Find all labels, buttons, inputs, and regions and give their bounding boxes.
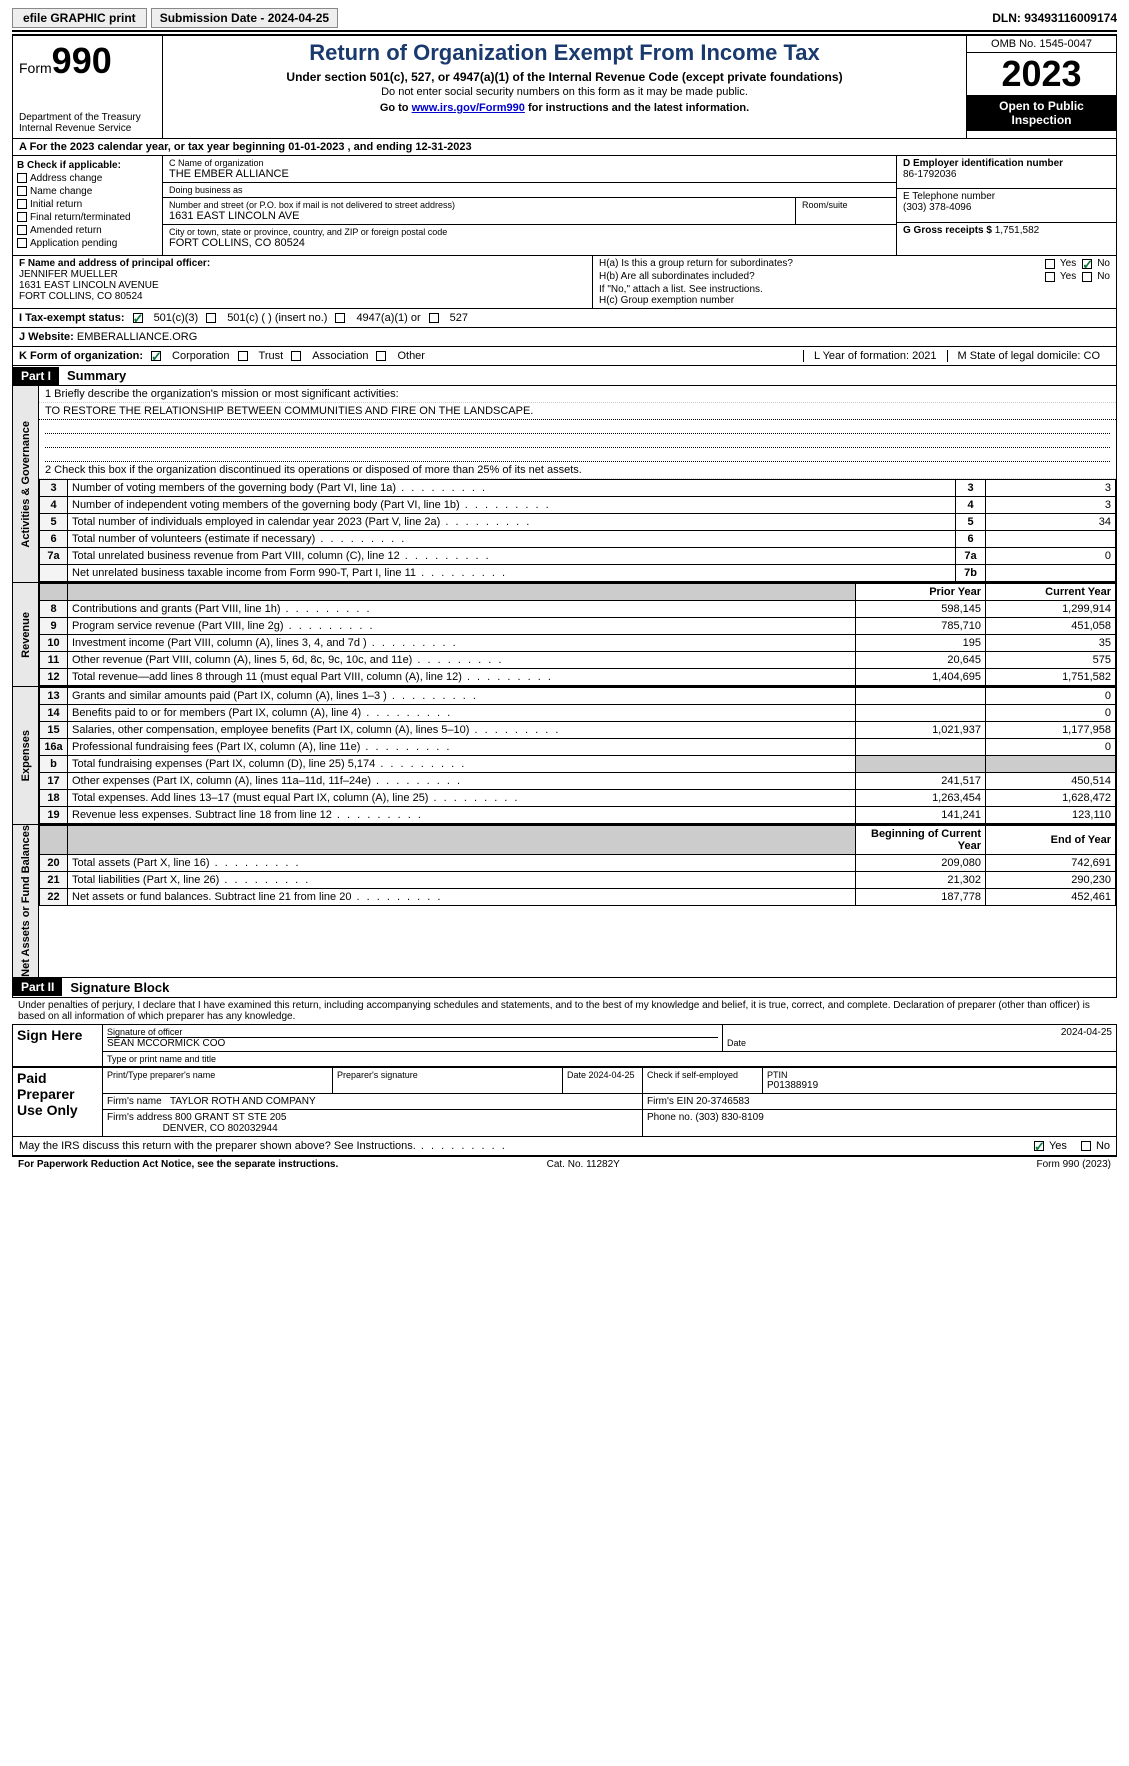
form-header: Form990 Department of the Treasury Inter… bbox=[12, 34, 1117, 139]
chk-app-pending[interactable] bbox=[17, 238, 27, 248]
section-i: I Tax-exempt status: 501(c)(3) 501(c) ( … bbox=[12, 309, 1117, 328]
chk-501c[interactable] bbox=[206, 313, 216, 323]
table-row: 4Number of independent voting members of… bbox=[40, 497, 1116, 514]
table-row: 20Total assets (Part X, line 16)209,0807… bbox=[40, 855, 1116, 872]
chk-ha-yes[interactable] bbox=[1045, 259, 1055, 269]
section-h: H(a) Is this a group return for subordin… bbox=[593, 256, 1116, 308]
tax-year: 2023 bbox=[967, 53, 1116, 95]
table-row: 10Investment income (Part VIII, column (… bbox=[40, 635, 1116, 652]
table-row: 15Salaries, other compensation, employee… bbox=[40, 722, 1116, 739]
ssn-note: Do not enter social security numbers on … bbox=[171, 86, 958, 98]
table-row: 17Other expenses (Part IX, column (A), l… bbox=[40, 773, 1116, 790]
paid-preparer-block: Paid Preparer Use Only Print/Type prepar… bbox=[12, 1067, 1117, 1137]
firm-ein: 20-3746583 bbox=[696, 1096, 749, 1107]
table-row: 5Total number of individuals employed in… bbox=[40, 514, 1116, 531]
efile-print-button[interactable]: efile GRAPHIC print bbox=[12, 8, 147, 28]
chk-ha-no[interactable] bbox=[1082, 259, 1092, 269]
firm-phone: (303) 830-8109 bbox=[695, 1112, 763, 1123]
open-inspection: Open to Public Inspection bbox=[967, 95, 1116, 131]
city-state-zip: FORT COLLINS, CO 80524 bbox=[169, 237, 890, 249]
chk-name-change[interactable] bbox=[17, 186, 27, 196]
state-domicile: M State of legal domicile: CO bbox=[947, 350, 1110, 362]
submission-date: Submission Date - 2024-04-25 bbox=[151, 8, 338, 28]
table-row: 12Total revenue—add lines 8 through 11 (… bbox=[40, 669, 1116, 686]
chk-hb-yes[interactable] bbox=[1045, 272, 1055, 282]
topbar: efile GRAPHIC print Submission Date - 20… bbox=[12, 8, 1117, 32]
firm-name: TAYLOR ROTH AND COMPANY bbox=[170, 1096, 316, 1107]
firm-address: 800 GRANT ST STE 205 bbox=[175, 1112, 286, 1123]
page-footer: For Paperwork Reduction Act Notice, see … bbox=[12, 1156, 1117, 1172]
officer-signature: SEAN MCCORMICK COO bbox=[107, 1038, 718, 1049]
discuss-question: May the IRS discuss this return with the… bbox=[19, 1140, 507, 1152]
table-row: 6Total number of volunteers (estimate if… bbox=[40, 531, 1116, 548]
form-number: Form990 bbox=[19, 40, 156, 82]
year-formation: L Year of formation: 2021 bbox=[803, 350, 947, 362]
dln: DLN: 93493116009174 bbox=[992, 11, 1117, 25]
section-b: B Check if applicable: Address change Na… bbox=[13, 156, 163, 255]
sign-date: 2024-04-25 bbox=[727, 1027, 1112, 1038]
chk-501c3[interactable] bbox=[133, 313, 143, 323]
chk-amended-return[interactable] bbox=[17, 225, 27, 235]
section-f: F Name and address of principal officer:… bbox=[13, 256, 593, 308]
gross-receipts: 1,751,582 bbox=[995, 225, 1040, 236]
org-name: THE EMBER ALLIANCE bbox=[169, 168, 890, 180]
street-address: 1631 EAST LINCOLN AVE bbox=[169, 210, 789, 222]
omb-number: OMB No. 1545-0047 bbox=[967, 36, 1116, 53]
officer-name: JENNIFER MUELLER bbox=[19, 269, 586, 280]
vtab-governance: Activities & Governance bbox=[13, 386, 39, 582]
vtab-expenses: Expenses bbox=[13, 687, 39, 824]
table-row: 7aTotal unrelated business revenue from … bbox=[40, 548, 1116, 565]
room-suite-label: Room/suite bbox=[802, 200, 890, 210]
table-row: 13Grants and similar amounts paid (Part … bbox=[40, 688, 1116, 705]
table-row: 14Benefits paid to or for members (Part … bbox=[40, 705, 1116, 722]
vtab-netassets: Net Assets or Fund Balances bbox=[13, 825, 39, 977]
table-row: 22Net assets or fund balances. Subtract … bbox=[40, 889, 1116, 906]
section-k: K Form of organization: Corporation Trus… bbox=[12, 347, 1117, 366]
table-row: 18Total expenses. Add lines 13–17 (must … bbox=[40, 790, 1116, 807]
chk-final-return[interactable] bbox=[17, 212, 27, 222]
chk-527[interactable] bbox=[429, 313, 439, 323]
ptin: P01388919 bbox=[767, 1080, 1112, 1091]
goto-link: Go to www.irs.gov/Form990 for instructio… bbox=[171, 102, 958, 114]
table-row: 9Program service revenue (Part VIII, lin… bbox=[40, 618, 1116, 635]
form-subtitle: Under section 501(c), 527, or 4947(a)(1)… bbox=[171, 70, 958, 84]
table-row: 11Other revenue (Part VIII, column (A), … bbox=[40, 652, 1116, 669]
chk-address-change[interactable] bbox=[17, 173, 27, 183]
chk-trust[interactable] bbox=[238, 351, 248, 361]
table-row: 19Revenue less expenses. Subtract line 1… bbox=[40, 807, 1116, 824]
chk-other[interactable] bbox=[376, 351, 386, 361]
section-c: C Name of organization THE EMBER ALLIANC… bbox=[163, 156, 896, 255]
table-row: Net unrelated business taxable income fr… bbox=[40, 565, 1116, 582]
part2-header: Part II bbox=[13, 978, 62, 996]
part2-title: Signature Block bbox=[62, 978, 177, 997]
chk-4947[interactable] bbox=[335, 313, 345, 323]
chk-corp[interactable] bbox=[151, 351, 161, 361]
table-row: 3Number of voting members of the governi… bbox=[40, 480, 1116, 497]
ein: 86-1792036 bbox=[903, 169, 1110, 180]
table-row: bTotal fundraising expenses (Part IX, co… bbox=[40, 756, 1116, 773]
part1-title: Summary bbox=[59, 366, 134, 385]
chk-discuss-no[interactable] bbox=[1081, 1141, 1091, 1151]
table-row: 8Contributions and grants (Part VIII, li… bbox=[40, 601, 1116, 618]
irs-link[interactable]: www.irs.gov/Form990 bbox=[412, 102, 525, 114]
telephone: (303) 378-4096 bbox=[903, 202, 1110, 213]
tax-year-range: A For the 2023 calendar year, or tax yea… bbox=[12, 139, 1117, 156]
vtab-revenue: Revenue bbox=[13, 583, 39, 686]
chk-assoc[interactable] bbox=[291, 351, 301, 361]
perjury-declaration: Under penalties of perjury, I declare th… bbox=[12, 998, 1117, 1024]
chk-hb-no[interactable] bbox=[1082, 272, 1092, 282]
sign-here-block: Sign Here Signature of officer SEAN MCCO… bbox=[12, 1024, 1117, 1067]
part1-header: Part I bbox=[13, 367, 59, 385]
website: EMBERALLIANCE.ORG bbox=[77, 331, 197, 343]
table-row: 21Total liabilities (Part X, line 26)21,… bbox=[40, 872, 1116, 889]
form-title: Return of Organization Exempt From Incom… bbox=[171, 40, 958, 66]
chk-initial-return[interactable] bbox=[17, 199, 27, 209]
mission-statement: TO RESTORE THE RELATIONSHIP BETWEEN COMM… bbox=[39, 403, 1116, 420]
dept-treasury: Department of the Treasury Internal Reve… bbox=[19, 112, 156, 134]
chk-discuss-yes[interactable] bbox=[1034, 1141, 1044, 1151]
table-row: 16aProfessional fundraising fees (Part I… bbox=[40, 739, 1116, 756]
